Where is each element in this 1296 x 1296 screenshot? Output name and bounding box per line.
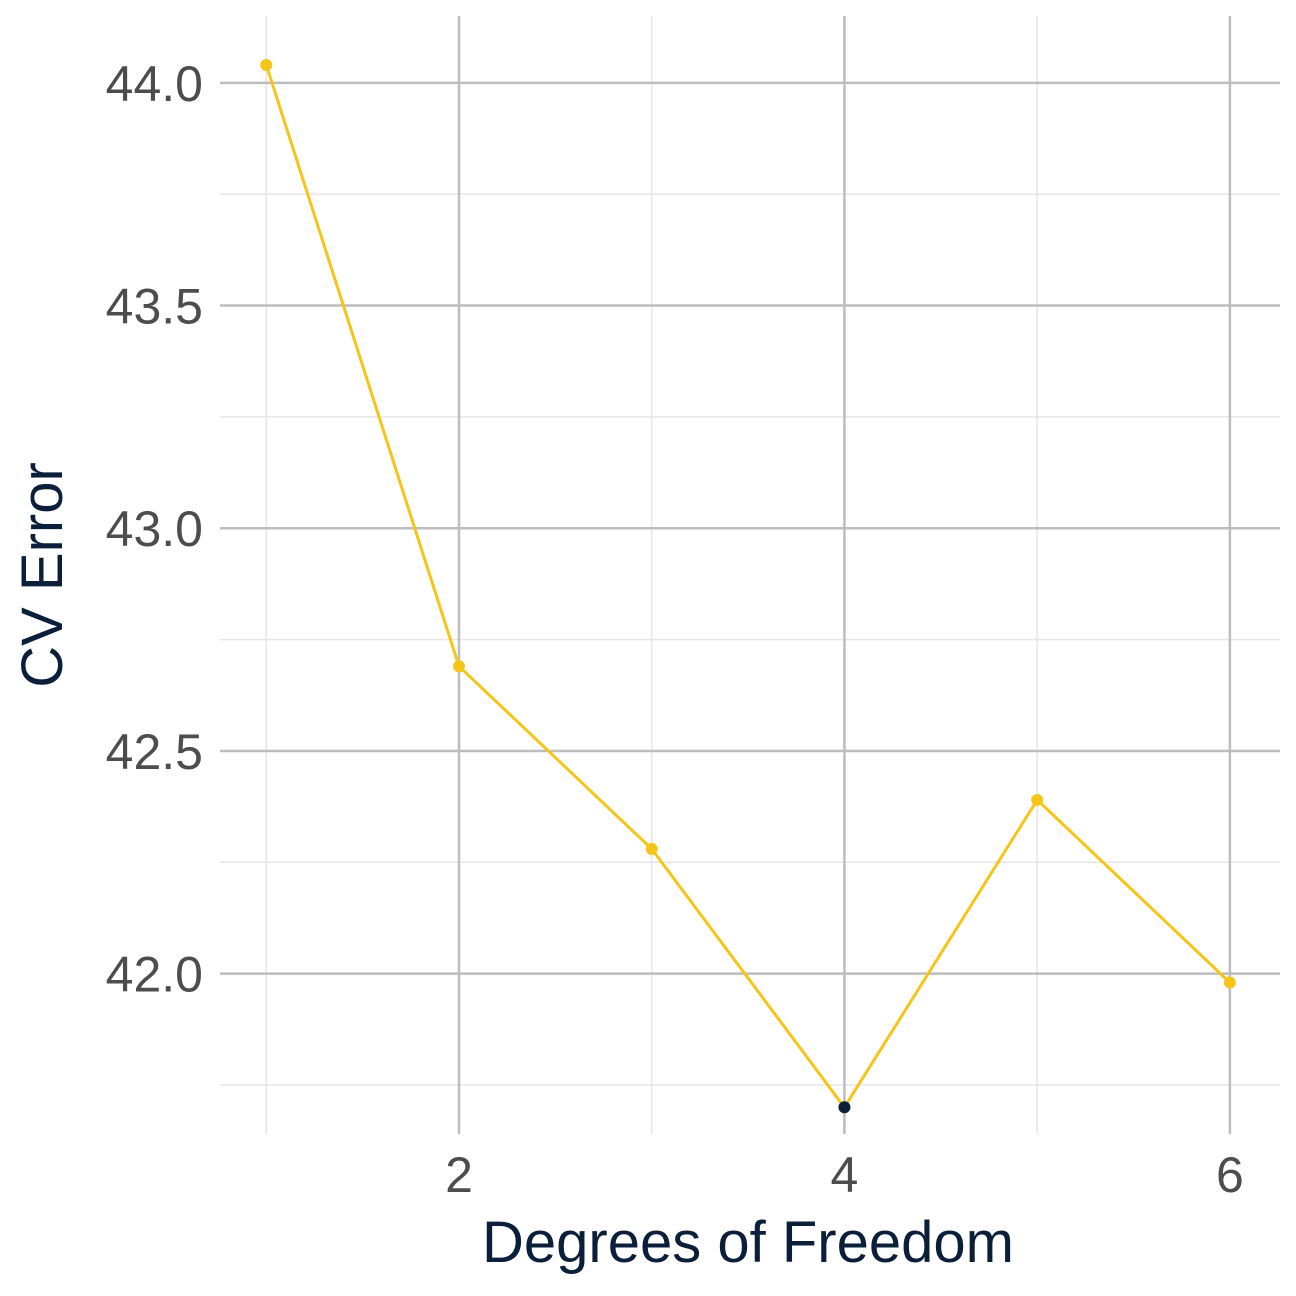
minor-gridlines [220, 16, 1280, 1134]
minimum-point [838, 1101, 851, 1114]
y-axis-title: CV Error [10, 462, 75, 688]
data-point [1031, 793, 1044, 806]
data-point [1223, 976, 1236, 989]
x-tick-label: 4 [831, 1147, 859, 1203]
data-point [452, 660, 465, 673]
series-line [264, 64, 1231, 1110]
y-tick-label: 43.5 [106, 279, 203, 335]
series-layer [260, 58, 1236, 1114]
x-tick-labels: 2 4 6 [445, 1147, 1244, 1203]
y-tick-label: 42.0 [106, 947, 203, 1003]
y-tick-label: 42.5 [106, 724, 203, 780]
x-tick-label: 6 [1216, 1147, 1244, 1203]
data-point [260, 58, 273, 71]
y-tick-label: 43.0 [106, 501, 203, 557]
y-tick-label: 44.0 [106, 56, 203, 112]
x-tick-label: 2 [445, 1147, 473, 1203]
major-gridlines [220, 16, 1280, 1134]
x-axis-title: Degrees of Freedom [482, 1210, 1014, 1275]
y-tick-labels: 42.0 42.5 43.0 43.5 44.0 [106, 56, 203, 1003]
data-point [645, 842, 658, 855]
